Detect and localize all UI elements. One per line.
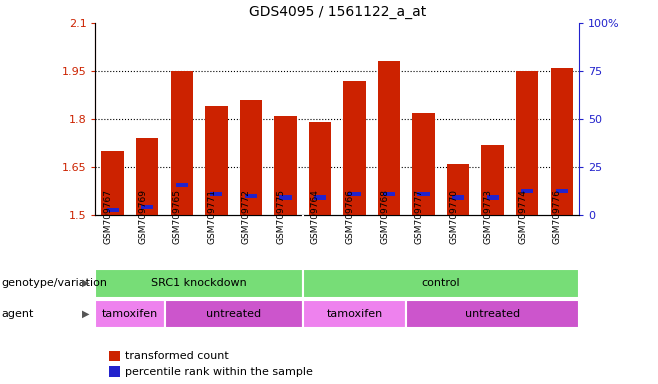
Text: GSM709773: GSM709773 <box>484 189 493 244</box>
Text: SRC1 knockdown: SRC1 knockdown <box>151 278 247 288</box>
Bar <box>486 195 499 200</box>
Text: GSM709767: GSM709767 <box>104 189 113 244</box>
Bar <box>417 192 430 196</box>
Bar <box>170 71 193 215</box>
Text: tamoxifen: tamoxifen <box>102 309 158 319</box>
Bar <box>101 151 124 215</box>
Bar <box>210 192 222 196</box>
Bar <box>95 300 164 328</box>
Bar <box>141 205 153 209</box>
Bar <box>516 71 538 215</box>
Text: control: control <box>422 278 460 288</box>
Text: GSM709766: GSM709766 <box>345 189 355 244</box>
Bar <box>447 164 469 215</box>
Text: GSM709777: GSM709777 <box>415 189 424 244</box>
Bar <box>205 106 228 215</box>
Bar <box>303 269 579 298</box>
Bar <box>482 145 504 215</box>
Text: ▶: ▶ <box>82 278 89 288</box>
Title: GDS4095 / 1561122_a_at: GDS4095 / 1561122_a_at <box>249 5 426 19</box>
Bar <box>378 61 400 215</box>
Text: GSM709774: GSM709774 <box>519 189 527 244</box>
Bar <box>452 195 465 200</box>
Bar <box>274 116 297 215</box>
Bar <box>164 300 303 328</box>
Text: genotype/variation: genotype/variation <box>1 278 107 288</box>
Text: GSM709765: GSM709765 <box>173 189 182 244</box>
Text: GSM709772: GSM709772 <box>242 189 251 244</box>
Bar <box>109 351 120 361</box>
Bar <box>279 195 291 200</box>
Bar <box>314 195 326 200</box>
Text: GSM709770: GSM709770 <box>449 189 458 244</box>
Bar <box>95 269 303 298</box>
Bar <box>348 192 361 196</box>
Bar <box>109 366 120 377</box>
Bar <box>343 81 366 215</box>
Bar <box>413 113 435 215</box>
Bar <box>551 68 573 215</box>
Text: percentile rank within the sample: percentile rank within the sample <box>125 366 313 377</box>
Bar <box>303 300 406 328</box>
Bar <box>555 189 568 193</box>
Bar <box>107 208 119 212</box>
Text: untreated: untreated <box>206 309 261 319</box>
Text: ▶: ▶ <box>82 309 89 319</box>
Bar <box>383 192 395 196</box>
Text: GSM709771: GSM709771 <box>207 189 216 244</box>
Text: transformed count: transformed count <box>125 351 229 361</box>
Bar <box>309 122 331 215</box>
Bar <box>136 138 159 215</box>
Bar <box>406 300 579 328</box>
Text: GSM709768: GSM709768 <box>380 189 389 244</box>
Text: GSM709775: GSM709775 <box>276 189 286 244</box>
Text: tamoxifen: tamoxifen <box>326 309 382 319</box>
Text: untreated: untreated <box>465 309 520 319</box>
Bar <box>245 194 257 198</box>
Text: GSM709776: GSM709776 <box>553 189 562 244</box>
Bar <box>521 189 534 193</box>
Bar <box>176 182 188 187</box>
Text: agent: agent <box>1 309 34 319</box>
Bar <box>240 100 262 215</box>
Text: GSM709769: GSM709769 <box>138 189 147 244</box>
Text: GSM709764: GSM709764 <box>311 189 320 244</box>
